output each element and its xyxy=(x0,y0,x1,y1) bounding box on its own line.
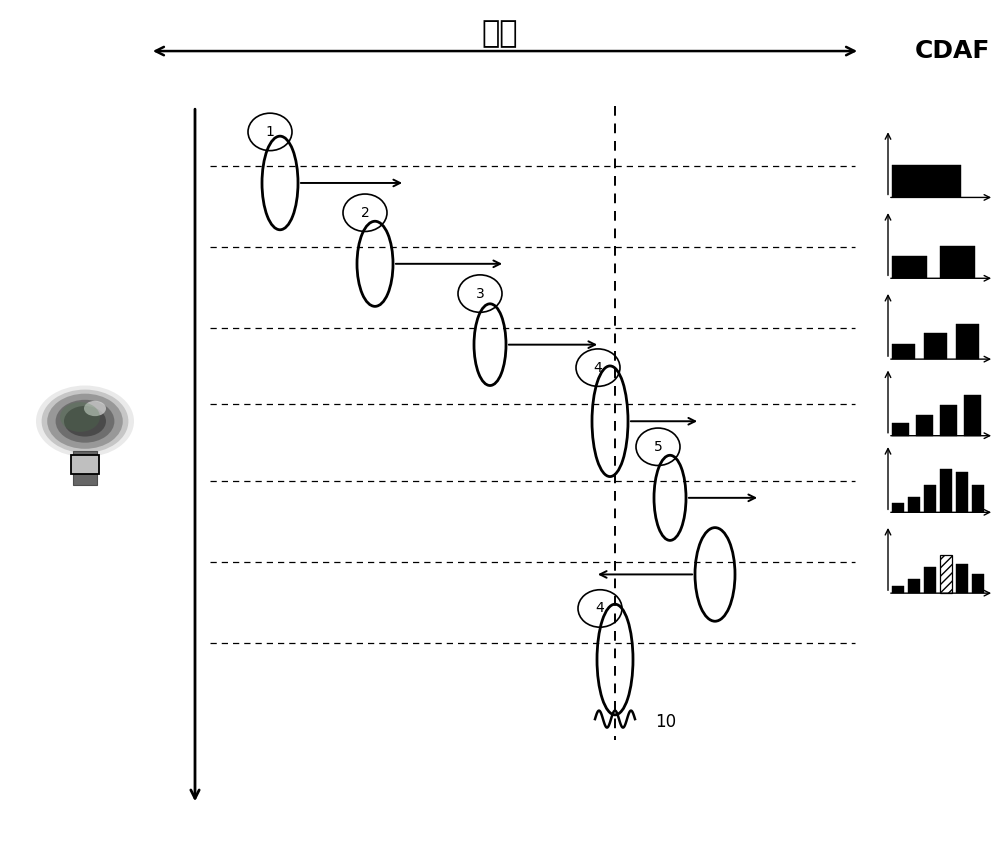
Bar xyxy=(924,485,936,512)
Bar xyxy=(892,256,927,278)
Bar xyxy=(964,395,981,436)
Ellipse shape xyxy=(60,403,100,432)
Bar xyxy=(940,405,957,436)
Bar xyxy=(940,555,952,593)
Text: 3: 3 xyxy=(476,287,484,300)
Bar xyxy=(892,424,909,436)
Ellipse shape xyxy=(64,406,106,437)
Bar xyxy=(908,580,920,593)
Bar xyxy=(892,165,961,197)
Bar xyxy=(892,345,915,359)
Bar xyxy=(956,471,968,512)
Bar xyxy=(956,563,968,593)
Text: CDAF: CDAF xyxy=(915,39,990,63)
Bar xyxy=(73,451,97,485)
Bar xyxy=(924,334,947,359)
Text: 1: 1 xyxy=(266,125,274,139)
Ellipse shape xyxy=(84,401,106,416)
Bar xyxy=(956,323,979,359)
Text: 光轴: 光轴 xyxy=(482,20,518,49)
Bar xyxy=(940,469,952,512)
Ellipse shape xyxy=(36,386,134,457)
Text: 10: 10 xyxy=(655,712,676,731)
Text: 4: 4 xyxy=(594,361,602,374)
Text: 2: 2 xyxy=(361,206,369,220)
Bar xyxy=(908,496,920,512)
Bar xyxy=(972,485,984,512)
Bar xyxy=(940,246,975,278)
Text: 4: 4 xyxy=(596,602,604,615)
Ellipse shape xyxy=(42,390,128,453)
Ellipse shape xyxy=(56,400,114,443)
Ellipse shape xyxy=(47,394,123,448)
Bar xyxy=(892,585,904,593)
Bar xyxy=(892,504,904,512)
Bar xyxy=(972,574,984,593)
Bar xyxy=(916,415,933,436)
Bar xyxy=(924,568,936,593)
Bar xyxy=(71,455,99,474)
Text: 5: 5 xyxy=(654,440,662,454)
